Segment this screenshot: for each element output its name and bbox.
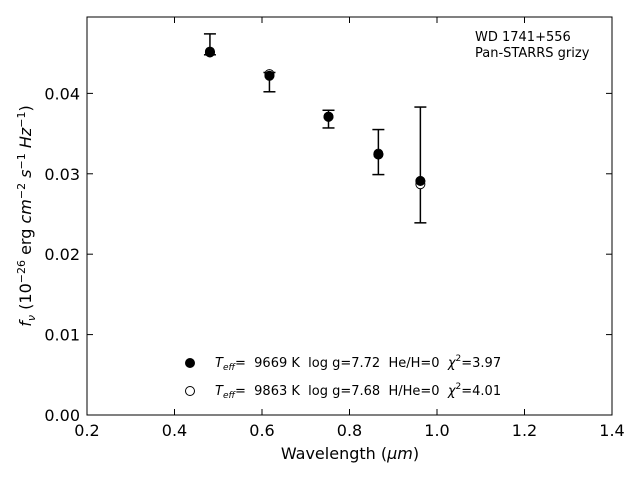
x-tick-label: 1.4 <box>599 421 624 440</box>
x-tick-label: 1.2 <box>512 421 537 440</box>
error-bars <box>203 33 427 224</box>
x-tick-label: 1.0 <box>424 421 449 440</box>
x-axis-title: Wavelength (μm) <box>281 444 419 463</box>
x-tick-label: 0.4 <box>162 421 187 440</box>
model-point-filled <box>323 111 334 122</box>
target-name-annotation: WD 1741+556 <box>475 30 571 45</box>
y-tick-label: 0.04 <box>44 84 80 103</box>
data-points <box>204 46 426 190</box>
y-tick-label: 0.01 <box>44 326 80 345</box>
y-tick-label: 0.02 <box>44 245 80 264</box>
survey-annotation: Pan-STARRS grizy <box>475 46 590 61</box>
y-tick-label: 0.00 <box>44 406 80 425</box>
y-tick-label: 0.03 <box>44 165 80 184</box>
x-tick-label: 0.2 <box>74 421 99 440</box>
legend-entry-2: Teff= 9863 K log g=7.68 H/He=0 χ2=4.01 <box>215 382 501 401</box>
x-tick-label: 0.8 <box>337 421 362 440</box>
legend-marker-open <box>185 386 195 396</box>
axis-ticks: 0.2 0.4 0.6 0.8 1.0 1.2 1.4 0.00 0.01 0.02 0.03 0.0… <box>44 17 625 440</box>
model-point-filled <box>415 176 426 187</box>
model-point-filled <box>264 70 275 81</box>
legend-entry-1: Teff= 9669 K log g=7.72 He/H=0 χ2=3.97 <box>215 354 501 373</box>
x-tick-label: 0.6 <box>249 421 274 440</box>
model-point-filled <box>204 47 215 58</box>
model-point-filled <box>373 149 384 160</box>
legend-marker-filled <box>185 358 195 368</box>
legend: Teff= 9669 K log g=7.72 He/H=0 χ2=3.97 T… <box>185 354 501 401</box>
y-axis-title: fν (10−26 erg cm−2 s−1 Hz−1) <box>15 105 38 326</box>
